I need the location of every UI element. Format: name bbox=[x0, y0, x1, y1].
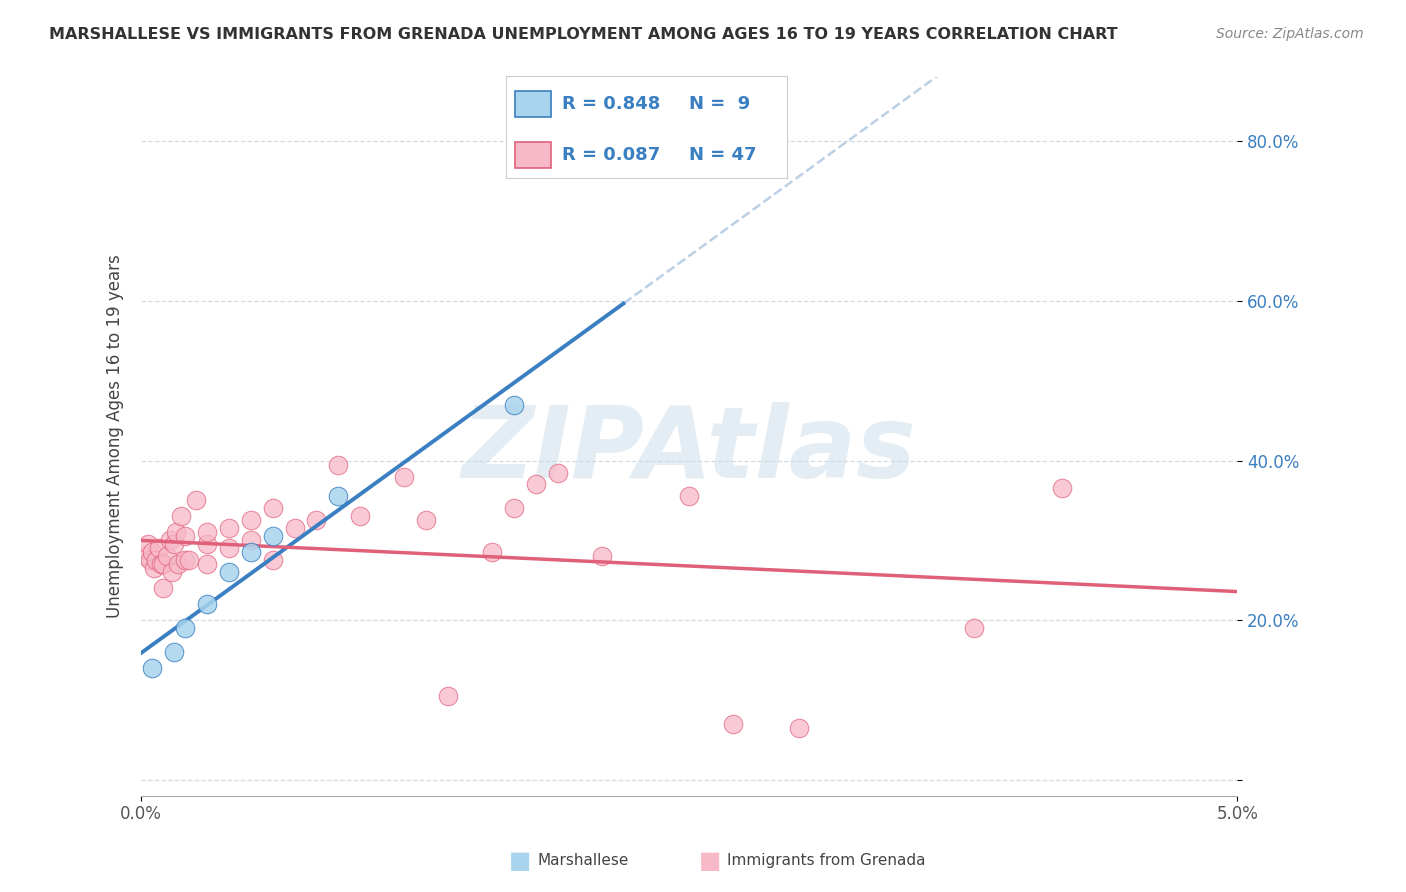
Point bbox=[167, 558, 190, 572]
Point bbox=[415, 513, 437, 527]
Y-axis label: Unemployment Among Ages 16 to 19 years: Unemployment Among Ages 16 to 19 years bbox=[107, 255, 124, 618]
Point bbox=[328, 490, 350, 504]
Point bbox=[179, 553, 201, 567]
Point bbox=[218, 541, 240, 556]
Point bbox=[163, 645, 186, 659]
Point bbox=[152, 558, 174, 572]
Point bbox=[169, 509, 191, 524]
Point bbox=[963, 621, 986, 635]
Point bbox=[591, 549, 613, 564]
Text: ■: ■ bbox=[699, 849, 721, 872]
Point bbox=[165, 525, 187, 540]
Point bbox=[195, 597, 218, 611]
Point bbox=[239, 533, 262, 548]
Point bbox=[145, 553, 167, 567]
Point bbox=[195, 537, 218, 551]
Point bbox=[262, 529, 284, 543]
Point bbox=[184, 493, 207, 508]
Point bbox=[218, 566, 240, 580]
Point bbox=[524, 477, 547, 491]
Point bbox=[547, 466, 569, 480]
Point bbox=[678, 490, 700, 504]
Point bbox=[502, 398, 524, 412]
Text: Immigrants from Grenada: Immigrants from Grenada bbox=[727, 854, 925, 868]
Point bbox=[174, 529, 197, 543]
Point bbox=[349, 509, 371, 524]
Text: ■: ■ bbox=[509, 849, 531, 872]
Point bbox=[195, 558, 218, 572]
Point bbox=[141, 661, 163, 675]
Point bbox=[392, 469, 415, 483]
Point bbox=[156, 549, 179, 564]
Point bbox=[502, 501, 524, 516]
Point bbox=[159, 533, 181, 548]
Point bbox=[239, 545, 262, 559]
Text: Source: ZipAtlas.com: Source: ZipAtlas.com bbox=[1216, 27, 1364, 41]
Point bbox=[149, 558, 172, 572]
Text: MARSHALLESE VS IMMIGRANTS FROM GRENADA UNEMPLOYMENT AMONG AGES 16 TO 19 YEARS CO: MARSHALLESE VS IMMIGRANTS FROM GRENADA U… bbox=[49, 27, 1118, 42]
Point bbox=[152, 581, 174, 595]
FancyBboxPatch shape bbox=[515, 91, 551, 117]
Point bbox=[139, 553, 162, 567]
Text: R = 0.848: R = 0.848 bbox=[562, 95, 661, 113]
Point bbox=[305, 513, 328, 527]
Point bbox=[262, 553, 284, 567]
Point bbox=[218, 521, 240, 535]
Point bbox=[239, 513, 262, 527]
Point bbox=[136, 537, 159, 551]
Point bbox=[163, 537, 186, 551]
Point bbox=[437, 689, 460, 703]
Point bbox=[174, 553, 197, 567]
Point bbox=[283, 521, 305, 535]
Point bbox=[721, 717, 744, 731]
Text: Marshallese: Marshallese bbox=[537, 854, 628, 868]
Text: N =  9: N = 9 bbox=[689, 95, 751, 113]
FancyBboxPatch shape bbox=[515, 143, 551, 168]
Point bbox=[195, 525, 218, 540]
Point bbox=[328, 458, 350, 472]
Text: ZIPAtlas: ZIPAtlas bbox=[461, 402, 917, 500]
Point bbox=[148, 541, 170, 556]
Point bbox=[787, 721, 810, 735]
Point bbox=[134, 549, 156, 564]
Point bbox=[141, 545, 163, 559]
Point bbox=[143, 561, 166, 575]
Point bbox=[481, 545, 503, 559]
Point bbox=[1050, 482, 1073, 496]
Text: N = 47: N = 47 bbox=[689, 146, 756, 164]
Text: R = 0.087: R = 0.087 bbox=[562, 146, 661, 164]
Point bbox=[262, 501, 284, 516]
Point bbox=[160, 566, 183, 580]
Point bbox=[174, 621, 197, 635]
